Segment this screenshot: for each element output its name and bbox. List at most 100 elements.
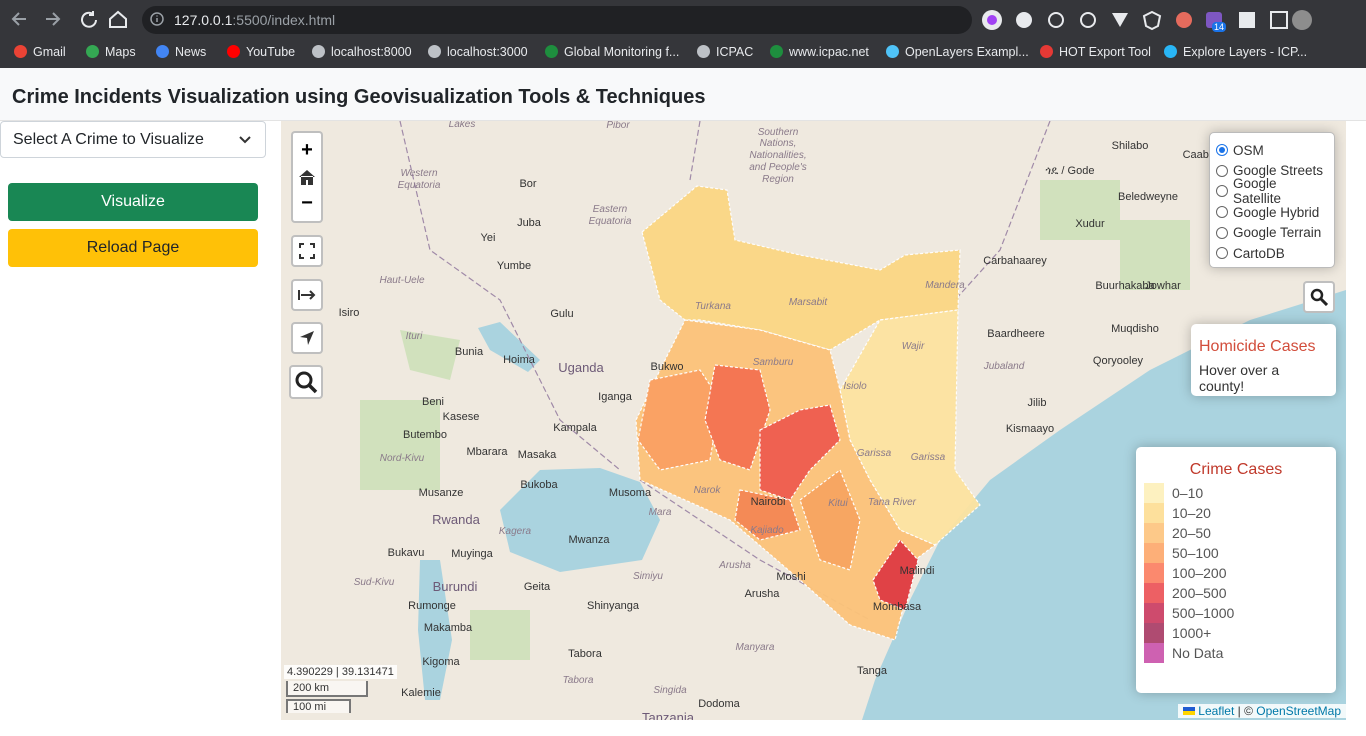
home-button[interactable]: [298, 168, 316, 186]
place-label: Isiro: [339, 307, 360, 319]
place-label: Mwanza: [569, 534, 611, 546]
place-label: Rumonge: [408, 600, 456, 612]
map[interactable]: Lakes Pibor Southern Nations, Nationalities,…: [281, 121, 1346, 720]
legend-item: 10–20: [1144, 503, 1328, 523]
info-icon[interactable]: [150, 12, 164, 26]
search-button[interactable]: [289, 365, 323, 399]
bookmark[interactable]: Global Monitoring f...: [545, 45, 679, 59]
locate-button[interactable]: [291, 322, 323, 354]
info-title: Homicide Cases: [1199, 338, 1316, 355]
legend-label: 500–1000: [1172, 605, 1235, 621]
place-label: Singida: [653, 685, 687, 696]
bookmark[interactable]: localhost:3000: [428, 45, 528, 59]
place-label: Burundi: [433, 579, 478, 594]
place-label: Isiolo: [843, 381, 867, 392]
crime-select[interactable]: Select A Crime to Visualize: [0, 121, 266, 158]
legend-swatch: [1144, 503, 1164, 523]
place-label: Rwanda: [432, 512, 480, 527]
scale-imperial: 100 mi: [286, 699, 351, 713]
place-label: Jubaland: [983, 361, 1025, 372]
layer-option[interactable]: Google Terrain: [1216, 222, 1328, 243]
place-label: Geita: [524, 581, 551, 593]
measure-button[interactable]: [291, 279, 323, 311]
legend-label: 200–500: [1172, 585, 1227, 601]
zoom-out[interactable]: −: [301, 192, 313, 214]
layer-option[interactable]: OSM: [1216, 140, 1328, 161]
place-label: Kigoma: [422, 656, 460, 668]
bookmark[interactable]: localhost:8000: [312, 45, 412, 59]
place-label: Carbahaarey: [983, 255, 1047, 267]
bookmarks-bar: Gmail Maps News YouTube localhost:8000 localh…: [0, 38, 1366, 68]
bookmark-label: Explore Layers - ICP...: [1183, 45, 1308, 59]
bookmark-label: Maps: [105, 45, 136, 59]
place-label: Kismaayo: [1006, 423, 1054, 435]
place-label: Haut-Uele: [379, 275, 424, 286]
legend-label: No Data: [1172, 645, 1224, 661]
place-label: Xudur: [1075, 218, 1105, 230]
place-label: and People's: [749, 162, 807, 173]
place-label: Garissa: [857, 448, 892, 459]
info-text: Hover over a county!: [1199, 362, 1280, 394]
zoom-in[interactable]: +: [301, 139, 313, 161]
layer-label: OSM: [1233, 142, 1264, 158]
legend-items: 0–10 10–20 20–50 50–100 100–200 200–500 500–10…: [1144, 483, 1328, 663]
bookmark-label: ICPAC: [716, 45, 754, 59]
layer-option[interactable]: Google Hybrid: [1216, 202, 1328, 223]
bookmark[interactable]: YouTube: [227, 45, 295, 59]
reload-button[interactable]: Reload Page: [8, 229, 258, 267]
place-label: Beni: [422, 396, 444, 408]
legend-item: 50–100: [1144, 543, 1328, 563]
bookmark[interactable]: Gmail: [14, 45, 66, 59]
place-label: Kitui: [828, 498, 848, 509]
bookmark-label: OpenLayers Exampl...: [905, 45, 1029, 59]
address-bar[interactable]: 127.0.0.1:5500/index.html: [142, 6, 972, 34]
layer-switcher: OSM Google Streets Google Satellite Google …: [1209, 132, 1335, 268]
bookmark[interactable]: www.icpac.net: [770, 45, 869, 59]
place-label: Wajir: [902, 341, 925, 352]
info-panel: Homicide Cases Hover over a county!: [1191, 324, 1336, 396]
bookmark[interactable]: Maps: [86, 45, 136, 59]
place-label: Musanze: [419, 487, 464, 499]
legend-label: 50–100: [1172, 545, 1219, 561]
bookmark[interactable]: HOT Export Tool: [1040, 45, 1151, 59]
legend: Crime Cases 0–10 10–20 20–50 50–100 100–200 2…: [1136, 447, 1336, 693]
legend-item: 100–200: [1144, 563, 1328, 583]
layer-option[interactable]: CartoDB: [1216, 243, 1328, 264]
url-host: 127.0.0.1: [174, 12, 233, 28]
place-label: Kajiado: [750, 525, 784, 536]
legend-label: 100–200: [1172, 565, 1227, 581]
place-label: Eastern: [593, 204, 628, 215]
bookmark-label: localhost:3000: [447, 45, 528, 59]
bookmark[interactable]: News: [156, 45, 206, 59]
layer-option[interactable]: Google Satellite: [1216, 176, 1328, 206]
attribution-osm[interactable]: OpenStreetMap: [1256, 704, 1341, 718]
attribution-separator: | ©: [1237, 704, 1253, 718]
extension-icons[interactable]: [980, 8, 1320, 32]
place-label: Jilib: [1028, 397, 1047, 409]
layer-option[interactable]: Google Streets: [1216, 161, 1328, 182]
place-label: Pibor: [606, 121, 630, 131]
geocoder-button[interactable]: [1303, 281, 1335, 313]
browser-toolbar: 127.0.0.1:5500/index.html 14: [0, 0, 1366, 38]
legend-item: 500–1000: [1144, 603, 1328, 623]
layer-label: CartoDB: [1233, 245, 1285, 261]
place-label: Baardheere: [987, 328, 1045, 340]
place-label: Moshi: [776, 571, 805, 583]
visualize-button[interactable]: Visualize: [8, 183, 258, 221]
nav-buttons[interactable]: [10, 8, 130, 30]
place-label: Uganda: [558, 360, 604, 375]
place-label: Juba: [517, 217, 542, 229]
select-caret: [239, 136, 251, 144]
url-path: :5500/index.html: [232, 12, 336, 28]
place-label: Region: [762, 174, 794, 185]
fullscreen-button[interactable]: [291, 235, 323, 267]
attribution-leaflet[interactable]: Leaflet: [1198, 704, 1235, 718]
legend-title: Crime Cases: [1189, 461, 1283, 478]
legend-item: 200–500: [1144, 583, 1328, 603]
place-label: Mandera: [925, 280, 965, 291]
bookmark[interactable]: OpenLayers Exampl...: [886, 45, 1029, 59]
bookmark[interactable]: ICPAC: [697, 45, 753, 59]
place-label: Kasese: [443, 411, 480, 423]
bookmark[interactable]: Explore Layers - ICP...: [1164, 45, 1307, 59]
